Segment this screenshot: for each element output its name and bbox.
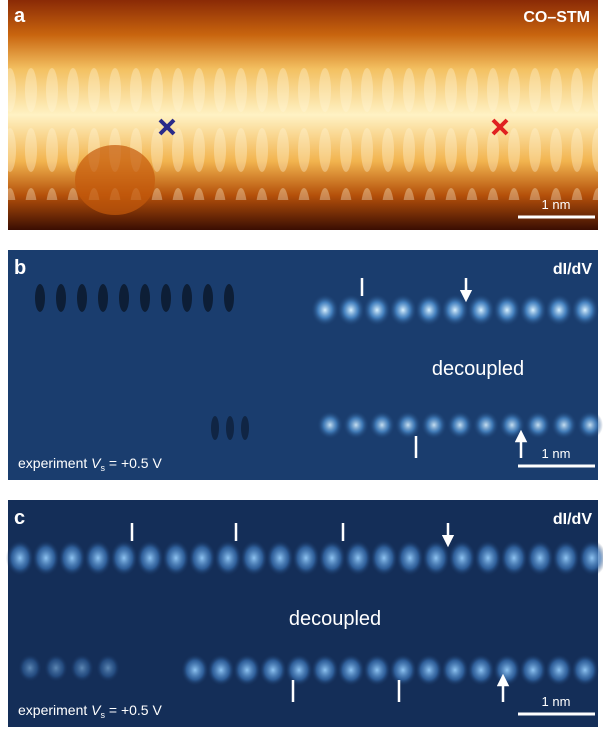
- feature: [396, 540, 424, 576]
- condition-part: = +0.5 V: [105, 702, 162, 718]
- feature: [224, 284, 234, 312]
- scale-label: 1 nm: [542, 197, 571, 212]
- feature: [140, 284, 150, 312]
- feature: [77, 284, 87, 312]
- feature: [211, 416, 219, 440]
- feature: [136, 540, 164, 576]
- feature: [369, 411, 395, 439]
- feature: [207, 654, 235, 686]
- annotation: decoupled: [289, 608, 381, 630]
- panel-a: a CO–STM 1 nm: [8, 0, 598, 230]
- condition: experiment Vs = +0.5 V: [18, 702, 162, 720]
- panel-label: CO–STM: [523, 9, 590, 26]
- feature: [6, 540, 34, 576]
- feature: [182, 284, 192, 312]
- feature: [266, 540, 294, 576]
- feature: [571, 294, 599, 326]
- feature: [98, 284, 108, 312]
- feature: [110, 540, 138, 576]
- feature: [56, 284, 66, 312]
- condition-part: experiment: [18, 702, 91, 718]
- feature: [292, 540, 320, 576]
- feature: [343, 411, 369, 439]
- panel-letter: c: [14, 507, 25, 529]
- figure: a CO–STM 1 nm b dI/dV decoupled experime…: [0, 0, 603, 729]
- feature: [344, 540, 372, 576]
- feature: [203, 284, 213, 312]
- feature: [162, 540, 190, 576]
- feature: [161, 284, 171, 312]
- feature: [467, 294, 495, 326]
- feature: [58, 540, 86, 576]
- feature: [363, 294, 391, 326]
- feature: [395, 411, 421, 439]
- feature: [233, 654, 261, 686]
- condition-part: experiment: [18, 455, 91, 471]
- feature: [473, 411, 499, 439]
- feature: [70, 654, 94, 682]
- feature: [519, 654, 547, 686]
- feature: [500, 540, 528, 576]
- annotation: decoupled: [432, 358, 524, 380]
- feature: [493, 294, 521, 326]
- scale-label: 1 nm: [542, 694, 571, 709]
- feature: [18, 654, 42, 682]
- feature: [499, 411, 525, 439]
- feature: [241, 416, 249, 440]
- feature: [519, 294, 547, 326]
- feature: [96, 654, 120, 682]
- condition: experiment Vs = +0.5 V: [18, 455, 162, 473]
- feature: [240, 540, 268, 576]
- feature: [545, 294, 573, 326]
- panel-label: dI/dV: [553, 261, 592, 278]
- adsorbate: [75, 145, 155, 215]
- feature: [311, 654, 339, 686]
- feature: [421, 411, 447, 439]
- condition-part: = +0.5 V: [105, 455, 162, 471]
- feature: [311, 294, 339, 326]
- feature: [422, 540, 450, 576]
- feature: [317, 411, 343, 439]
- feature: [441, 294, 469, 326]
- feature: [447, 411, 473, 439]
- feature: [188, 540, 216, 576]
- feature: [119, 284, 129, 312]
- feature: [474, 540, 502, 576]
- feature: [441, 654, 469, 686]
- feature: [370, 540, 398, 576]
- feature: [35, 284, 45, 312]
- feature: [551, 411, 577, 439]
- feature: [415, 654, 443, 686]
- panel-letter: b: [14, 257, 26, 279]
- panel-label: dI/dV: [553, 511, 592, 528]
- feature: [318, 540, 346, 576]
- feature: [415, 294, 443, 326]
- scale-label: 1 nm: [542, 446, 571, 461]
- feature: [226, 416, 234, 440]
- feature: [493, 654, 521, 686]
- feature: [552, 540, 580, 576]
- feature: [214, 540, 242, 576]
- feature: [526, 540, 554, 576]
- feature: [337, 294, 365, 326]
- feature: [389, 654, 417, 686]
- feature: [363, 654, 391, 686]
- feature: [525, 411, 551, 439]
- feature: [84, 540, 112, 576]
- feature: [285, 654, 313, 686]
- feature: [577, 411, 603, 439]
- feature: [389, 294, 417, 326]
- feature: [467, 654, 495, 686]
- feature: [545, 654, 573, 686]
- feature: [259, 654, 287, 686]
- feature: [448, 540, 476, 576]
- feature: [44, 654, 68, 682]
- panel-letter: a: [14, 5, 26, 27]
- feature: [32, 540, 60, 576]
- panel-c: c dI/dV decoupled experiment Vs = +0.5 V…: [6, 500, 603, 727]
- panel-b: b dI/dV decoupled experiment Vs = +0.5 V…: [8, 250, 603, 480]
- feature: [337, 654, 365, 686]
- feature: [571, 654, 599, 686]
- feature: [181, 654, 209, 686]
